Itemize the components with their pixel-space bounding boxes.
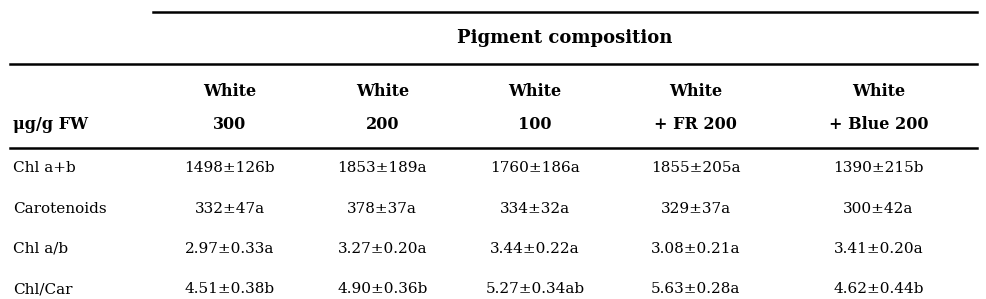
Text: 4.51±0.38b: 4.51±0.38b — [184, 282, 274, 296]
Text: 1853±189a: 1853±189a — [337, 161, 427, 175]
Text: 378±37a: 378±37a — [347, 202, 417, 216]
Text: Chl a/b: Chl a/b — [13, 242, 68, 256]
Text: White: White — [669, 83, 722, 100]
Text: 4.62±0.44b: 4.62±0.44b — [832, 282, 923, 296]
Text: 334±32a: 334±32a — [500, 202, 570, 216]
Text: Pigment composition: Pigment composition — [457, 29, 672, 47]
Text: 1760±186a: 1760±186a — [490, 161, 580, 175]
Text: 4.90±0.36b: 4.90±0.36b — [337, 282, 427, 296]
Text: 5.63±0.28a: 5.63±0.28a — [651, 282, 740, 296]
Text: White: White — [355, 83, 408, 100]
Text: 3.27±0.20a: 3.27±0.20a — [337, 242, 427, 256]
Text: 3.08±0.21a: 3.08±0.21a — [650, 242, 740, 256]
Text: 1855±205a: 1855±205a — [650, 161, 740, 175]
Text: White: White — [508, 83, 561, 100]
Text: 2.97±0.33a: 2.97±0.33a — [184, 242, 274, 256]
Text: Chl a+b: Chl a+b — [13, 161, 76, 175]
Text: Carotenoids: Carotenoids — [13, 202, 106, 216]
Text: 300±42a: 300±42a — [842, 202, 913, 216]
Text: μg/g FW: μg/g FW — [13, 116, 88, 133]
Text: + Blue 200: + Blue 200 — [828, 116, 927, 133]
Text: 200: 200 — [365, 116, 398, 133]
Text: + FR 200: + FR 200 — [654, 116, 737, 133]
Text: 3.41±0.20a: 3.41±0.20a — [833, 242, 922, 256]
Text: 1390±215b: 1390±215b — [832, 161, 923, 175]
Text: 329±37a: 329±37a — [660, 202, 730, 216]
Text: Chl/Car: Chl/Car — [13, 282, 72, 296]
Text: 5.27±0.34ab: 5.27±0.34ab — [485, 282, 584, 296]
Text: White: White — [851, 83, 904, 100]
Text: 100: 100 — [518, 116, 551, 133]
Text: 300: 300 — [213, 116, 246, 133]
Text: 332±47a: 332±47a — [194, 202, 264, 216]
Text: 3.44±0.22a: 3.44±0.22a — [490, 242, 580, 256]
Text: White: White — [203, 83, 255, 100]
Text: 1498±126b: 1498±126b — [184, 161, 274, 175]
